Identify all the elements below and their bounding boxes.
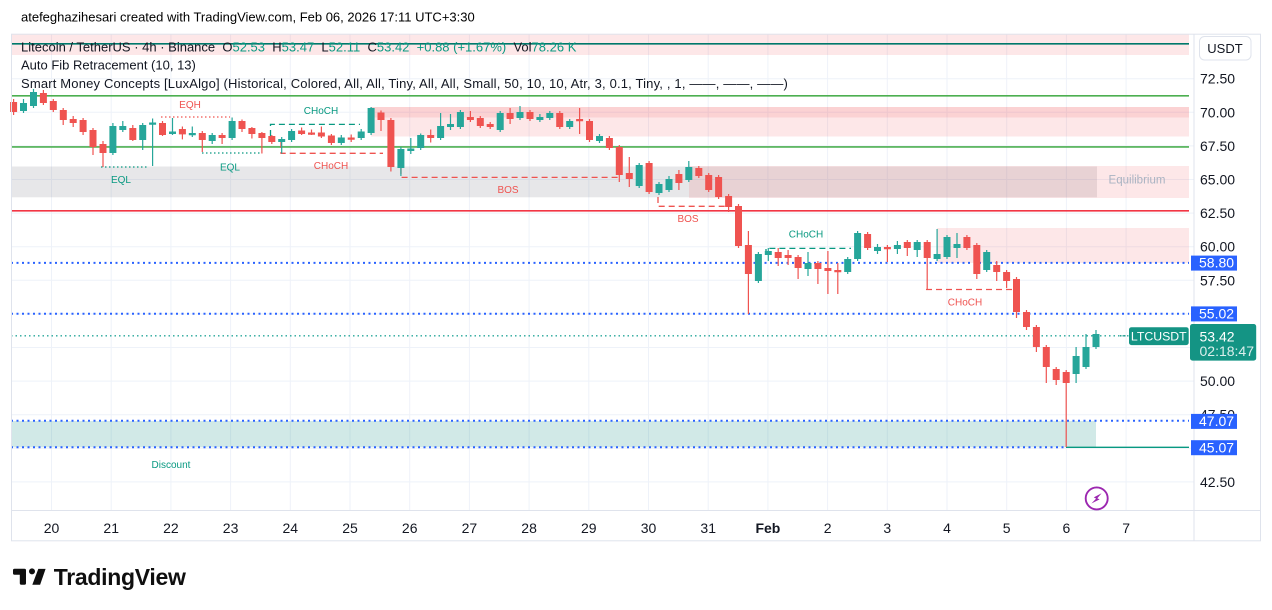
- svg-text:53.42: 53.42: [1200, 329, 1235, 345]
- svg-text:USDT: USDT: [1207, 41, 1242, 56]
- svg-text:55.02: 55.02: [1199, 306, 1234, 322]
- svg-text:Equilibrium: Equilibrium: [1109, 175, 1166, 187]
- svg-text:4: 4: [943, 520, 951, 536]
- svg-text:CHoCH: CHoCH: [789, 230, 823, 241]
- svg-text:31: 31: [700, 520, 716, 536]
- svg-text:60.00: 60.00: [1200, 239, 1235, 255]
- svg-text:42.50: 42.50: [1200, 474, 1235, 490]
- svg-text:atefeghazihesari created with: atefeghazihesari created with TradingVie…: [21, 10, 475, 25]
- svg-text:26: 26: [402, 520, 418, 536]
- svg-text:Smart Money Concepts [LuxAlgo]: Smart Money Concepts [LuxAlgo] (Historic…: [21, 76, 788, 91]
- svg-text:Feb: Feb: [755, 520, 780, 536]
- svg-text:23: 23: [223, 520, 239, 536]
- svg-text:27: 27: [462, 520, 478, 536]
- svg-text:67.50: 67.50: [1200, 138, 1235, 154]
- svg-text:TradingView: TradingView: [54, 564, 186, 590]
- svg-text:45.07: 45.07: [1199, 439, 1234, 455]
- svg-text:47.07: 47.07: [1199, 413, 1234, 429]
- svg-text:20: 20: [44, 520, 60, 536]
- svg-text:57.50: 57.50: [1200, 272, 1235, 288]
- svg-text:24: 24: [283, 520, 299, 536]
- svg-text:LTCUSDT: LTCUSDT: [1131, 330, 1187, 344]
- svg-text:50.00: 50.00: [1200, 373, 1235, 389]
- svg-text:2: 2: [824, 520, 832, 536]
- svg-text:62.50: 62.50: [1200, 205, 1235, 221]
- svg-text:EQL: EQL: [220, 163, 240, 174]
- svg-text:Discount: Discount: [152, 460, 191, 471]
- svg-text:6: 6: [1063, 520, 1071, 536]
- svg-text:70.00: 70.00: [1200, 104, 1235, 120]
- svg-text:CHoCH: CHoCH: [304, 106, 338, 117]
- svg-text:CHoCH: CHoCH: [948, 298, 982, 309]
- svg-text:Auto Fib Retracement (10, 13): Auto Fib Retracement (10, 13): [21, 58, 196, 73]
- svg-text:29: 29: [581, 520, 597, 536]
- svg-text:BOS: BOS: [497, 185, 518, 196]
- svg-text:22: 22: [163, 520, 179, 536]
- svg-text:72.50: 72.50: [1200, 71, 1235, 87]
- svg-text:65.00: 65.00: [1200, 172, 1235, 188]
- svg-text:21: 21: [103, 520, 119, 536]
- svg-text:30: 30: [641, 520, 657, 536]
- svg-text:02:18:47: 02:18:47: [1200, 343, 1255, 359]
- svg-text:7: 7: [1122, 520, 1130, 536]
- svg-text:28: 28: [521, 520, 537, 536]
- svg-text:BOS: BOS: [677, 214, 698, 225]
- svg-text:EQL: EQL: [111, 175, 131, 186]
- svg-text:Litecoin / TetherUS · 4h · Bin: Litecoin / TetherUS · 4h · Binance O52.5…: [21, 40, 577, 55]
- svg-text:5: 5: [1003, 520, 1011, 536]
- svg-text:CHoCH: CHoCH: [314, 161, 348, 172]
- svg-text:58.80: 58.80: [1199, 255, 1234, 271]
- svg-text:3: 3: [883, 520, 891, 536]
- svg-text:25: 25: [342, 520, 358, 536]
- svg-text:EQH: EQH: [179, 100, 201, 111]
